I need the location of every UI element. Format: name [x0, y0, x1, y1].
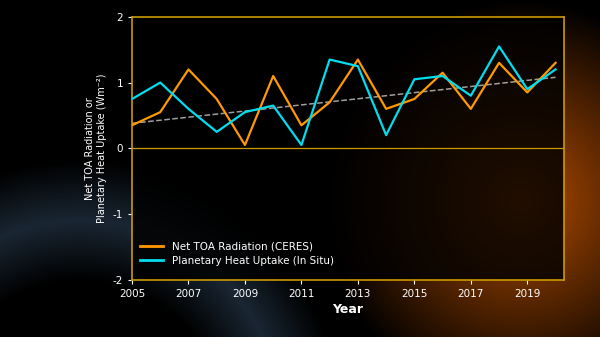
- Planetary Heat Uptake (In Situ): [411, 77, 418, 81]
- Net TOA Radiation (CERES): [213, 97, 220, 101]
- Planetary Heat Uptake (In Situ): [213, 130, 220, 134]
- Planetary Heat Uptake (In Situ): [269, 103, 277, 108]
- Planetary Heat Uptake (In Situ): [354, 64, 361, 68]
- Net TOA Radiation (CERES): [467, 107, 475, 111]
- Net TOA Radiation (CERES): [185, 67, 192, 71]
- Planetary Heat Uptake (In Situ): [298, 143, 305, 147]
- Planetary Heat Uptake (In Situ): [496, 44, 503, 49]
- Net TOA Radiation (CERES): [383, 107, 390, 111]
- Line: Planetary Heat Uptake (In Situ): Planetary Heat Uptake (In Situ): [132, 47, 556, 145]
- Planetary Heat Uptake (In Situ): [326, 58, 333, 62]
- Net TOA Radiation (CERES): [552, 61, 559, 65]
- Net TOA Radiation (CERES): [354, 58, 361, 62]
- Net TOA Radiation (CERES): [326, 100, 333, 104]
- Planetary Heat Uptake (In Situ): [552, 67, 559, 71]
- Net TOA Radiation (CERES): [524, 90, 531, 94]
- Planetary Heat Uptake (In Situ): [185, 107, 192, 111]
- Planetary Heat Uptake (In Situ): [524, 87, 531, 91]
- Planetary Heat Uptake (In Situ): [241, 110, 248, 114]
- Legend: Net TOA Radiation (CERES), Planetary Heat Uptake (In Situ): Net TOA Radiation (CERES), Planetary Hea…: [137, 239, 337, 269]
- Planetary Heat Uptake (In Situ): [439, 74, 446, 78]
- Net TOA Radiation (CERES): [269, 74, 277, 78]
- Y-axis label: Net TOA Radiation or
Planetary Heat Uptake (Wm⁻²): Net TOA Radiation or Planetary Heat Upta…: [85, 73, 107, 223]
- Planetary Heat Uptake (In Situ): [128, 97, 136, 101]
- Net TOA Radiation (CERES): [496, 61, 503, 65]
- Line: Net TOA Radiation (CERES): Net TOA Radiation (CERES): [132, 60, 556, 145]
- Net TOA Radiation (CERES): [128, 123, 136, 127]
- Net TOA Radiation (CERES): [241, 143, 248, 147]
- Net TOA Radiation (CERES): [439, 71, 446, 75]
- Net TOA Radiation (CERES): [411, 97, 418, 101]
- Planetary Heat Uptake (In Situ): [467, 94, 475, 98]
- Net TOA Radiation (CERES): [298, 123, 305, 127]
- Planetary Heat Uptake (In Situ): [383, 133, 390, 137]
- X-axis label: Year: Year: [332, 303, 364, 316]
- Net TOA Radiation (CERES): [157, 110, 164, 114]
- Planetary Heat Uptake (In Situ): [157, 81, 164, 85]
